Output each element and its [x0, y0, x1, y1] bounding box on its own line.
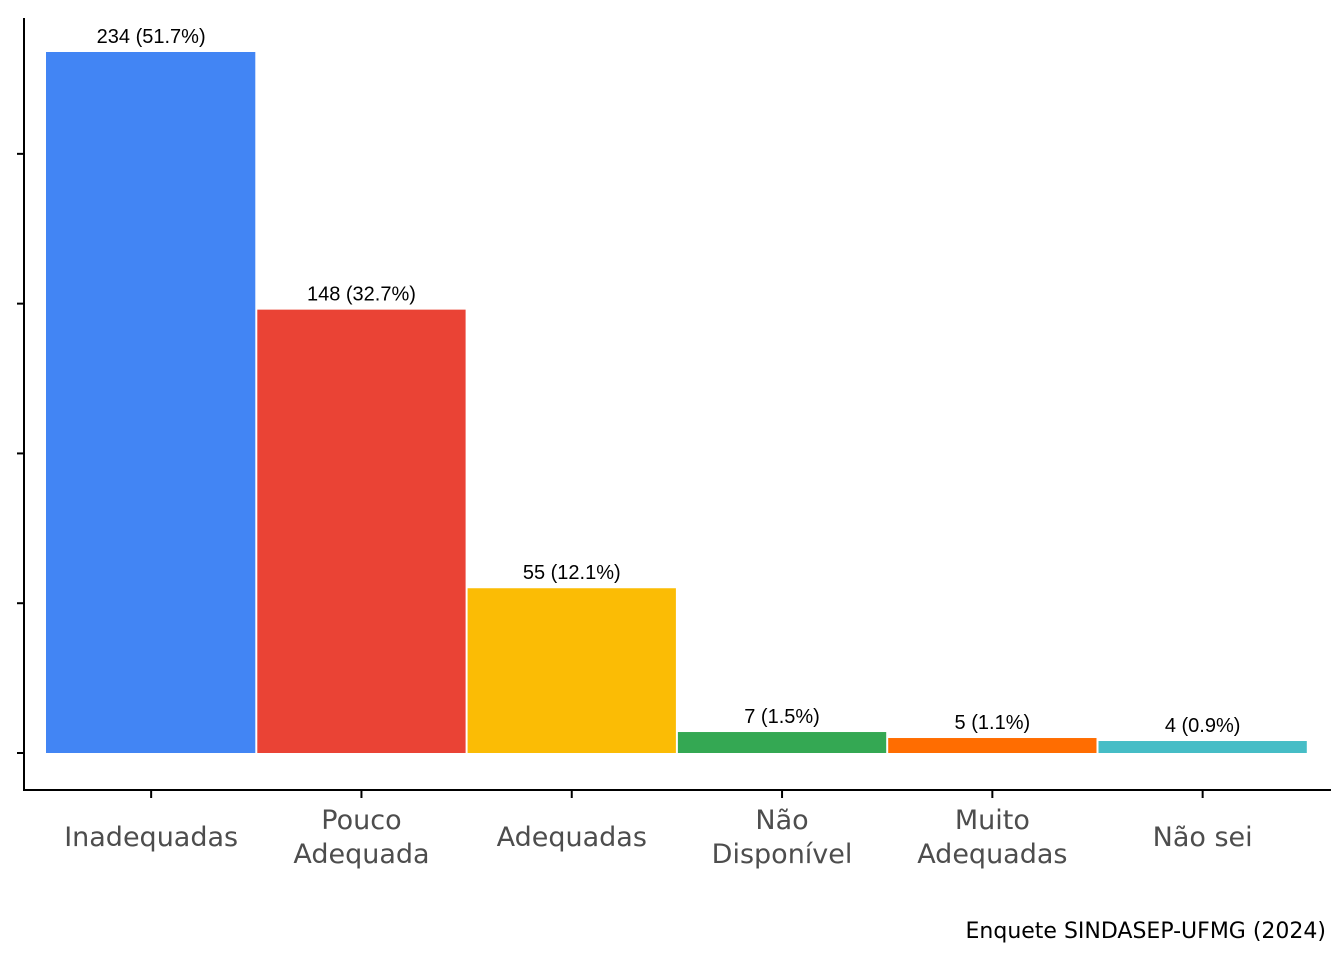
- data-label: 234 (51.7%): [97, 26, 206, 48]
- data-label: 5 (1.1%): [955, 712, 1031, 734]
- bar: [46, 52, 256, 753]
- bar: [888, 738, 1097, 753]
- x-axis-ticks: [150, 790, 1204, 798]
- category-label: Inadequadas: [64, 822, 238, 853]
- category-label: Não sei: [1153, 822, 1253, 853]
- data-label: 4 (0.9%): [1165, 715, 1241, 737]
- data-label: 7 (1.5%): [744, 706, 820, 728]
- data-labels-group: 234 (51.7%) 148 (32.7%) 55 (12.1%) 7 (1.5%)…: [97, 26, 1241, 737]
- data-label: 55 (12.1%): [523, 562, 621, 584]
- bar: [257, 309, 466, 753]
- category-label: Pouco: [321, 805, 401, 836]
- category-label: Adequadas: [497, 822, 647, 853]
- bars-group: [46, 52, 1307, 753]
- data-label: 148 (32.7%): [307, 284, 416, 306]
- bar: [1098, 741, 1307, 753]
- chart-caption: Enquete SINDASEP-UFMG (2024): [966, 919, 1326, 944]
- category-label: Muito: [955, 805, 1030, 836]
- bar: [467, 588, 676, 753]
- bar: [677, 732, 887, 753]
- category-label: Não: [755, 805, 808, 836]
- category-label: Disponível: [712, 839, 853, 870]
- y-axis-ticks: [17, 152, 24, 754]
- category-label: Adequadas: [917, 839, 1067, 870]
- category-label: Adequada: [293, 839, 429, 870]
